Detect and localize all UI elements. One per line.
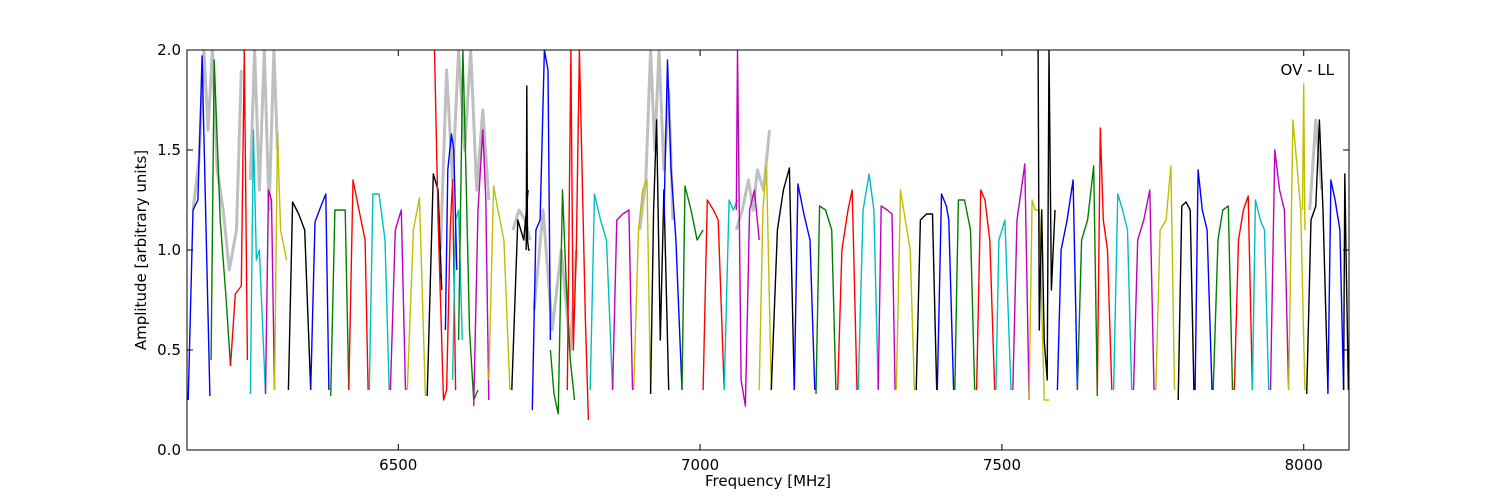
series-line-53 xyxy=(1112,193,1133,391)
series-line-12 xyxy=(406,197,427,397)
y-tick-label: 1.5 xyxy=(157,141,181,159)
raw-trace-layer xyxy=(191,50,1324,352)
series-line-27 xyxy=(633,179,652,395)
ticks-layer: 6500 7000 7500 8000 0.0 0.5 1.0 1.5 2.0 xyxy=(157,41,1349,474)
series-line-14 xyxy=(433,50,457,401)
series-line-23 xyxy=(549,189,576,415)
series-line-63 xyxy=(1301,83,1306,231)
series-line-35 xyxy=(770,167,795,391)
y-tick-label: 0.0 xyxy=(157,441,181,459)
series-line-4 xyxy=(264,189,276,395)
series-line-13 xyxy=(426,173,443,397)
y-tick-label: 1.0 xyxy=(157,241,181,259)
series-line-17 xyxy=(444,133,458,331)
series-line-46 xyxy=(995,219,1012,391)
series-line-10 xyxy=(368,193,390,391)
series-line-49 xyxy=(1037,50,1056,381)
x-axis-label: Frequency [MHz] xyxy=(705,472,831,490)
series-line-32 xyxy=(723,199,739,391)
series-line-9 xyxy=(348,179,369,391)
raw-trace-line-5 xyxy=(638,50,675,231)
series-line-47 xyxy=(1012,163,1030,401)
series-line-64 xyxy=(1306,119,1329,395)
y-tick-label: 0.5 xyxy=(157,341,181,359)
series-line-11 xyxy=(389,209,407,391)
series-line-18 xyxy=(473,129,490,407)
series-line-22 xyxy=(531,50,552,411)
series-line-50 xyxy=(1056,179,1079,391)
series-line-30 xyxy=(681,185,704,391)
series-line-1 xyxy=(210,59,232,367)
series-line-38 xyxy=(837,189,858,391)
series-line-40 xyxy=(877,205,896,391)
series-line-60 xyxy=(1251,199,1270,391)
series-line-66 xyxy=(1342,173,1349,391)
series-line-3 xyxy=(249,129,267,395)
series-line-52 xyxy=(1096,127,1113,391)
series-line-44 xyxy=(954,199,976,391)
series-line-61 xyxy=(1269,149,1290,391)
series-line-57 xyxy=(1194,169,1213,391)
series-line-65 xyxy=(1327,179,1345,395)
series-line-59 xyxy=(1233,195,1254,391)
series-line-56 xyxy=(1177,201,1195,401)
series-annotation: OV - LL xyxy=(1281,61,1335,79)
y-axis-label: Amplitude [arbitrary units] xyxy=(132,150,150,350)
series-line-24 xyxy=(566,50,590,421)
series-line-42 xyxy=(915,213,938,391)
x-tick-label: 6500 xyxy=(379,456,417,474)
series-line-28 xyxy=(649,119,670,395)
series-line-55 xyxy=(1155,165,1176,391)
series-line-5 xyxy=(273,133,288,391)
series-line-25 xyxy=(589,193,614,391)
series-line-8 xyxy=(330,209,350,397)
series-line-54 xyxy=(1132,189,1155,391)
series-line-15 xyxy=(451,209,463,381)
raw-trace-line-4 xyxy=(532,208,578,352)
x-tick-label: 7500 xyxy=(983,456,1021,474)
x-tick-label: 7000 xyxy=(681,456,719,474)
series-line-41 xyxy=(895,189,916,391)
series-line-31 xyxy=(702,199,725,391)
series-line-21 xyxy=(525,85,530,251)
series-line-34 xyxy=(758,165,772,391)
series-line-2 xyxy=(229,50,249,367)
series-line-48 xyxy=(1028,199,1049,401)
series-line-33 xyxy=(735,50,760,407)
raw-trace-line-6 xyxy=(734,129,771,231)
series-line-43 xyxy=(936,193,955,391)
y-tick-label: 2.0 xyxy=(157,41,181,59)
raw-trace-line-0 xyxy=(191,50,243,272)
series-line-26 xyxy=(611,209,634,391)
series-line-58 xyxy=(1212,205,1234,391)
series-line-6 xyxy=(287,201,312,391)
series-line-39 xyxy=(857,173,879,391)
series-layer xyxy=(187,50,1349,421)
raw-trace-line-7 xyxy=(1308,118,1324,211)
series-line-45 xyxy=(975,189,996,391)
x-tick-label: 8000 xyxy=(1285,456,1323,474)
series-line-62 xyxy=(1287,119,1306,391)
series-line-37 xyxy=(815,205,837,395)
series-line-29 xyxy=(663,59,683,391)
series-line-51 xyxy=(1076,165,1098,397)
series-line-0 xyxy=(187,55,211,401)
series-line-19 xyxy=(488,185,511,391)
series-line-36 xyxy=(793,183,816,391)
series-line-7 xyxy=(310,193,330,391)
